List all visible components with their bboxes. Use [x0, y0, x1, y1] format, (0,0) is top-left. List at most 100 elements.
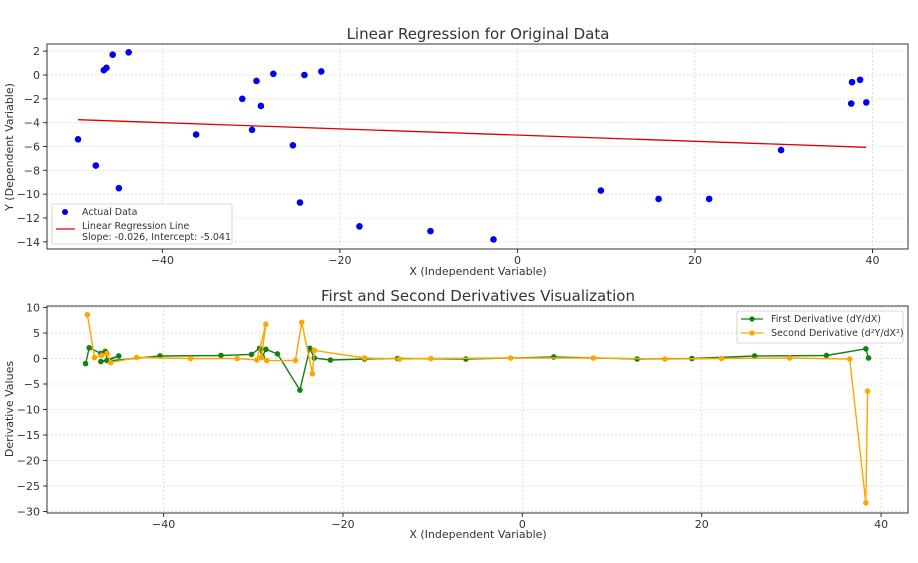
regression-y-tick-label: −12 [17, 212, 40, 225]
regression-x-tick-label: −40 [151, 254, 174, 267]
derivatives-x-axis-label: X (Independent Variable) [409, 528, 546, 541]
second-derivative-point [98, 352, 105, 359]
first-derivative-point [863, 346, 869, 352]
derivatives-ticks: −40 −20 0 20 40 10 5 0 −5 −10 −15 −20 −25 −30 [17, 302, 888, 531]
regression-gridlines [47, 44, 908, 249]
second-derivative-point [361, 355, 368, 361]
derivatives-y-axis-label: Derivative Values [3, 361, 16, 457]
derivatives-x-tick-label: −20 [331, 518, 354, 531]
regression-x-tick-label: 20 [688, 254, 702, 267]
second-derivative-point [254, 357, 260, 363]
regression-y-tick-label: −8 [24, 164, 40, 177]
regression-data-point [92, 162, 100, 169]
regression-data-point [289, 142, 297, 149]
first-derivative-point [274, 351, 281, 357]
derivatives-y-tick-label: −5 [24, 378, 40, 391]
legend-marker-actual-data [62, 209, 68, 215]
first-derivative-point [82, 360, 89, 367]
derivatives-legend-box [736, 310, 904, 344]
regression-data-point [356, 223, 363, 230]
derivatives-legend: First Derivative (dY/dX) Second Derivati… [736, 310, 904, 344]
regression-legend-box [51, 203, 233, 245]
first-derivative-point [550, 354, 557, 360]
second-derivative-point [263, 357, 270, 364]
derivatives-series [82, 311, 872, 506]
regression-data-point [257, 102, 265, 110]
regression-legend: Actual Data Linear Regression Line Slope… [51, 203, 233, 245]
derivatives-y-tick-label: 0 [33, 353, 40, 366]
regression-data-point [74, 136, 82, 143]
regression-series [74, 49, 870, 243]
regression-chart: Linear Regression for Original Data −40−… [3, 25, 909, 278]
regression-data-point [125, 49, 132, 56]
second-derivative-point [133, 354, 140, 361]
derivatives-x-tick-label: 0 [519, 518, 526, 531]
regression-data-point [301, 71, 308, 79]
derivatives-y-tick-label: −30 [17, 505, 40, 518]
second-derivative-point [91, 354, 98, 361]
second-derivative-point [786, 355, 793, 361]
derivatives-y-tick-label: −25 [17, 480, 40, 493]
regression-x-tick-label: 40 [865, 254, 879, 267]
regression-x-axis-label: X (Independent Variable) [409, 265, 546, 278]
regression-data-point [317, 68, 325, 75]
regression-data-point [109, 51, 116, 59]
derivatives-chart-title: First and Second Derivatives Visualizati… [321, 287, 635, 305]
regression-y-tick-label: −14 [17, 236, 40, 249]
first-derivative-point [306, 345, 313, 352]
first-derivative-point [98, 358, 104, 365]
derivatives-y-tick-label: −20 [17, 454, 40, 467]
derivatives-y-tick-label: −10 [17, 404, 40, 417]
second-derivative-point [846, 356, 853, 362]
derivatives-y-tick-label: 5 [33, 327, 40, 340]
first-derivative-point [823, 352, 830, 359]
first-derivative-point [218, 352, 224, 359]
regression-data-point [270, 70, 277, 78]
regression-y-tick-label: −6 [24, 141, 40, 154]
second-derivative-point [590, 355, 596, 361]
legend-label-regression-line: Linear Regression Line [82, 221, 189, 232]
second-derivative-point [298, 319, 305, 326]
regression-y-tick-label: −4 [24, 117, 40, 130]
regression-x-tick-label: −20 [328, 254, 351, 267]
second-derivative-point [662, 356, 668, 362]
second-derivative-point [234, 355, 240, 362]
second-derivative-point [84, 311, 91, 318]
first-derivative-point [463, 356, 469, 362]
derivatives-x-tick-label: 20 [695, 518, 709, 531]
regression-data-point [847, 100, 855, 107]
first-derivative-point [327, 357, 334, 363]
legend-regression-equation: Slope: -0.026, Intercept: -5.041 [82, 232, 231, 243]
regression-data-point [103, 64, 110, 72]
legend-marker-dot-first-derivative [749, 316, 755, 322]
second-derivative-point [292, 357, 299, 364]
regression-data-point [705, 195, 713, 203]
regression-data-point [777, 146, 785, 154]
regression-x-tick-label: 0 [514, 254, 521, 267]
regression-data-point [856, 76, 864, 84]
second-derivative-point [863, 500, 869, 506]
regression-data-point [655, 195, 662, 203]
second-derivative-point [107, 359, 114, 366]
derivatives-x-tick-label: 40 [874, 518, 888, 531]
regression-data-point [848, 78, 856, 86]
regression-chart-title: Linear Regression for Original Data [347, 25, 610, 43]
first-derivative-point [86, 345, 92, 351]
regression-data-point [192, 131, 200, 138]
first-derivative-point [297, 387, 303, 393]
regression-data-point [597, 187, 605, 194]
second-derivative-point [104, 350, 110, 357]
regression-data-point [427, 227, 434, 235]
regression-y-tick-label: 2 [33, 45, 40, 58]
first-derivative-point [115, 353, 122, 359]
second-derivative-point [396, 356, 403, 362]
first-derivative-point [263, 346, 269, 353]
first-derivative-point [751, 353, 758, 359]
regression-y-tick-label: −10 [17, 188, 40, 201]
second-derivative-point [428, 355, 434, 362]
regression-data-point [115, 184, 123, 192]
legend-label-actual-data: Actual Data [82, 207, 137, 218]
derivatives-chart: First and Second Derivatives Visualizati… [3, 287, 909, 541]
